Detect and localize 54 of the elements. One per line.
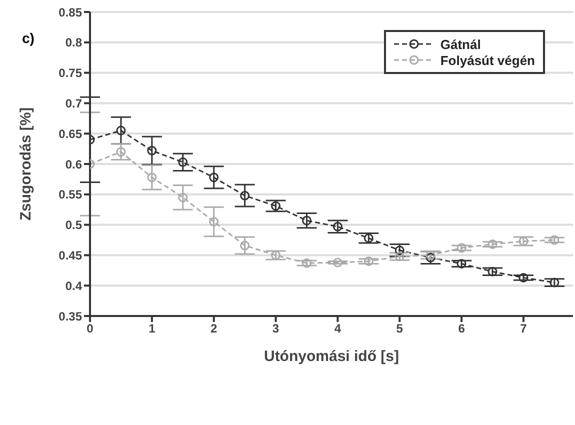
x-tick-label: 2 <box>210 322 218 336</box>
point <box>302 258 312 268</box>
point <box>488 266 498 276</box>
legend-label: Folyásút végén <box>440 52 535 68</box>
y-tick-label: 0.4 <box>65 278 82 293</box>
point <box>271 201 281 211</box>
point <box>426 250 436 260</box>
x-tick-label: 4 <box>334 322 342 336</box>
y-axis-title: Zsugorodás [%] <box>17 107 34 221</box>
x-tick-label: 3 <box>272 322 280 336</box>
point <box>518 236 528 246</box>
x-axis-title: Utónyomási idő [s] <box>264 348 400 365</box>
x-tick-label: 1 <box>148 322 156 336</box>
point <box>456 243 466 253</box>
point <box>332 222 342 232</box>
x-tick-label: 6 <box>458 322 466 336</box>
point <box>116 126 126 136</box>
y-tick-label: 0.6 <box>65 157 82 172</box>
y-tick-label: 0.85 <box>58 5 82 20</box>
x-tick-label: 0 <box>86 322 94 336</box>
point <box>147 146 157 156</box>
point <box>364 256 374 266</box>
point <box>147 172 157 182</box>
x-tick-label: 5 <box>396 322 404 336</box>
point <box>302 216 312 226</box>
y-tick-label: 0.65 <box>58 126 82 141</box>
point <box>240 190 250 200</box>
y-tick-label: 0.35 <box>58 309 82 324</box>
text: c) <box>22 30 34 46</box>
point <box>364 233 374 243</box>
point <box>209 172 219 182</box>
point <box>116 147 126 157</box>
y-tick-label: 0.45 <box>58 248 82 262</box>
point <box>209 217 219 227</box>
point <box>178 157 188 167</box>
point <box>488 240 498 250</box>
point <box>394 252 404 262</box>
point <box>178 192 188 202</box>
point <box>456 258 466 268</box>
y-tick-label: 0.7 <box>65 96 82 110</box>
y-tick-label: 0.55 <box>58 188 82 202</box>
legend-label: Gátnál <box>440 36 481 52</box>
y-tick-label: 0.8 <box>65 36 82 50</box>
point <box>550 278 560 288</box>
point <box>271 250 281 260</box>
point <box>426 252 436 262</box>
point <box>550 235 560 245</box>
point <box>394 246 404 256</box>
x-tick-label: 7 <box>520 322 528 336</box>
point <box>240 240 250 250</box>
point <box>332 258 342 268</box>
y-tick-label: 0.5 <box>65 218 82 232</box>
point <box>518 272 528 282</box>
y-tick-label: 0.75 <box>58 66 82 80</box>
